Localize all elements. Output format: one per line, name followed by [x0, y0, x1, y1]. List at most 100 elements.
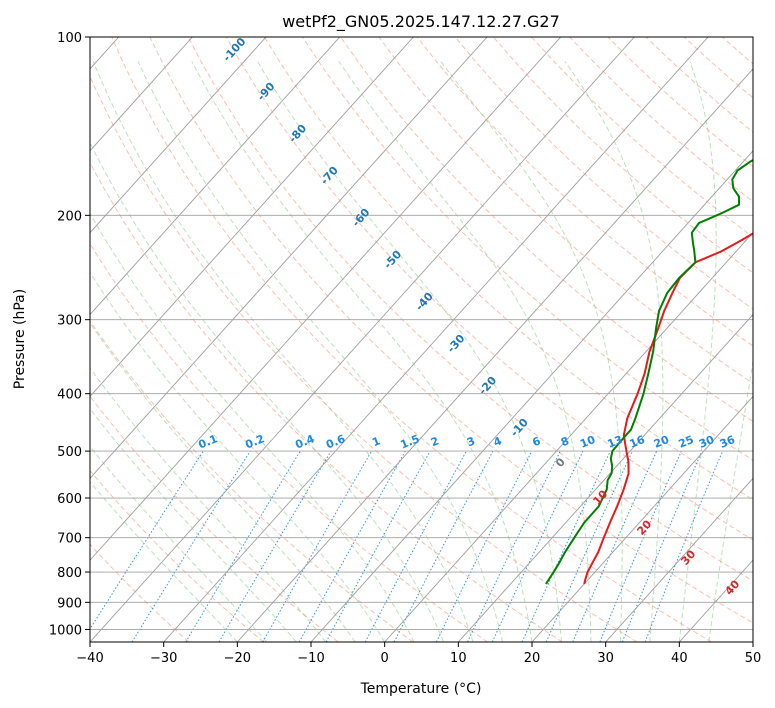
y-tick-label: 1000: [49, 623, 82, 638]
dry-adiabat-line: [760, 37, 775, 642]
isotherm-line: [90, 37, 341, 316]
x-tick-label: 0: [381, 651, 389, 666]
mixing-ratio-label: 10: [578, 433, 597, 451]
x-tick-label: −20: [224, 651, 251, 666]
moist-adiabat-line: [90, 322, 356, 642]
mixing-ratio-label: 20: [652, 433, 671, 451]
x-tick-label: 50: [745, 651, 762, 666]
y-tick-label: 300: [57, 314, 82, 329]
mixing-ratio-line: [364, 450, 467, 642]
x-tick-label: 20: [524, 651, 541, 666]
moist-adiabat-line: [90, 481, 238, 642]
mixing-ratio-label: 36: [718, 433, 737, 451]
moist-adiabat-line: [90, 445, 268, 642]
x-tick-label: 30: [597, 651, 614, 666]
mixing-ratio-line: [572, 450, 658, 642]
mixing-ratio-line: [621, 450, 703, 642]
isotherm-line: [457, 313, 753, 642]
plot-background: [90, 37, 753, 642]
temperature-profile-line: [583, 232, 753, 585]
isotherm-line: [310, 150, 753, 642]
isotherm-line: [752, 641, 753, 642]
dry-adiabat-line: [90, 395, 339, 642]
mixing-ratio-label: 30: [697, 433, 716, 451]
mixing-ratio-line: [90, 450, 204, 630]
isotherm-line: [384, 232, 753, 642]
moist-adiabat-line: [338, 61, 592, 642]
mixing-ratio-line: [644, 450, 724, 642]
isotherm-line: [90, 37, 488, 479]
y-tick-label: 100: [57, 31, 82, 46]
mixing-ratio-line: [393, 450, 494, 642]
dry-adiabat-line: [263, 37, 753, 501]
dry-adiabat-line: [149, 37, 753, 624]
mixing-ratio-line: [491, 450, 584, 642]
y-tick-label: 400: [57, 388, 82, 403]
y-tick-label: 900: [57, 596, 82, 611]
isotherm-line: [90, 37, 193, 152]
x-axis-ticks: −40 −30 −20 −10 0 10 20 30 40 50: [76, 642, 761, 666]
moist-adiabat-line: [440, 61, 623, 642]
mixing-ratio-line: [131, 450, 251, 642]
x-axis-label: Temperature (°C): [360, 681, 482, 697]
mixing-ratio-label: 25: [677, 433, 696, 451]
moist-adiabat-line: [92, 61, 474, 642]
mixing-ratio-line: [185, 450, 301, 642]
dewpoint-profile-line: [545, 159, 753, 585]
isotherm-line: [90, 37, 267, 234]
mixing-ratio-line: [325, 450, 431, 642]
y-tick-label: 800: [57, 566, 82, 581]
y-tick-label: 500: [57, 445, 82, 460]
dry-adiabat-line: [90, 469, 264, 642]
mixing-ratio-line: [521, 450, 611, 642]
dry-adiabat-line: [90, 242, 488, 642]
dry-adiabat-line: [340, 37, 753, 423]
mixing-ratio-line: [545, 450, 633, 642]
y-tick-label: 600: [57, 492, 82, 507]
y-axis-label: Pressure (hPa): [12, 289, 28, 389]
moist-adiabat-line: [90, 271, 386, 642]
x-tick-label: 40: [671, 651, 688, 666]
isotherm-line: [90, 37, 562, 561]
mixing-ratio-line: [435, 450, 533, 642]
dry-adiabat-line: [90, 161, 563, 642]
mixing-ratio-line: [298, 450, 406, 642]
moist-adiabat-line: [191, 61, 533, 642]
x-tick-label: −30: [150, 651, 177, 666]
isotherm-line: [605, 477, 753, 642]
isotherm-line: [90, 37, 414, 398]
moist-adiabat-line: [708, 358, 753, 642]
chart-title: wetPf2_GN05.2025.147.12.27.G27: [282, 12, 560, 32]
dry-adiabat-line: [111, 37, 712, 642]
x-tick-label: −40: [76, 651, 103, 666]
x-tick-label: 10: [450, 651, 467, 666]
moist-adiabat-line: [90, 212, 415, 642]
y-tick-label: 200: [57, 209, 82, 224]
mixing-ratio-label: 1: [370, 434, 382, 449]
mixing-ratio-label: 8: [559, 434, 571, 449]
isotherm-line: [90, 37, 635, 642]
isotherm-line: [531, 395, 753, 642]
mixing-ratio-label: 13: [606, 433, 625, 451]
moist-adiabat-line: [257, 61, 562, 642]
x-tick-label: −10: [297, 651, 324, 666]
dry-adiabat-line: [454, 37, 753, 310]
mixing-ratio-label: 3: [465, 434, 477, 449]
moist-adiabat-line: [678, 61, 717, 642]
profile-series: [545, 159, 753, 585]
mixing-ratio-line: [599, 450, 682, 642]
moist-adiabat-line: [564, 61, 664, 642]
y-axis-ticks: 100 200 300 400 500 600 700 800 900 1000: [49, 31, 90, 638]
isotherm-line: [236, 68, 753, 642]
moist-adiabat-line: [137, 61, 503, 642]
dry-adiabat-line: [90, 75, 638, 642]
dry-adiabat-line: [416, 37, 753, 347]
isotherm-line: [163, 37, 709, 642]
y-tick-label: 700: [57, 532, 82, 547]
background-lines: [90, 37, 775, 642]
plot-frame: [89, 36, 754, 643]
mixing-ratio-label: 16: [628, 433, 647, 451]
moist-adiabat-line: [90, 367, 327, 642]
mixing-ratio-label: 2: [429, 434, 441, 449]
